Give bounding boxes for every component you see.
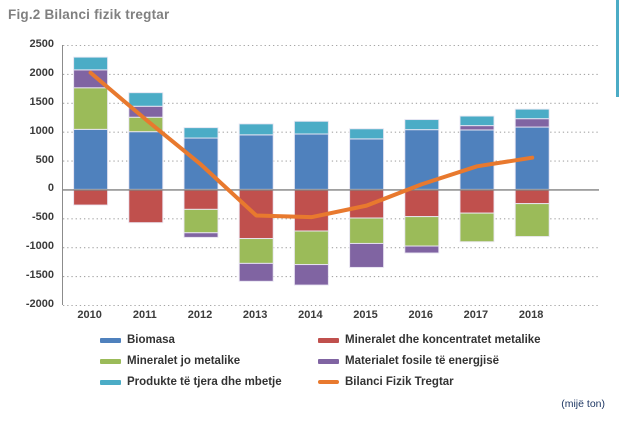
legend-item: Materialet fosile të energjisë	[318, 354, 541, 368]
bar-segment	[349, 128, 385, 140]
x-tick-label: 2013	[242, 309, 268, 321]
x-tick-label: 2012	[187, 309, 213, 321]
x-tick-label: 2010	[77, 309, 102, 321]
legend-item: Biomasa	[100, 333, 318, 347]
legend-label: Materialet fosile të energjisë	[345, 355, 500, 367]
y-tick-label: 0	[47, 182, 54, 195]
unit-note: (mijë ton)	[561, 398, 605, 410]
bar-segment	[73, 188, 109, 206]
bar-segment	[183, 232, 219, 238]
legend-label: Bilanci Fizik Tregtar	[345, 376, 454, 388]
bar-segment	[514, 108, 550, 120]
bar-segment	[514, 203, 550, 238]
x-tick-label: 2015	[353, 309, 378, 321]
x-tick-label: 2017	[463, 309, 489, 321]
y-tick-label: 500	[35, 153, 54, 166]
bar-segment	[73, 56, 109, 71]
legend-swatch	[318, 380, 339, 384]
bar-segment	[293, 230, 329, 266]
legend-label: Mineralet jo metalike	[127, 355, 241, 367]
y-tick-label: -1500	[25, 269, 54, 282]
legend-swatch	[100, 337, 121, 343]
bar-segment	[459, 125, 495, 131]
legend-swatch	[100, 358, 121, 364]
bar-segment	[128, 188, 164, 224]
bar-segment	[128, 131, 164, 190]
bar-segment	[238, 134, 274, 190]
bar-segment	[238, 262, 274, 282]
y-tick-label: -1000	[25, 240, 54, 253]
bar-segment	[293, 264, 329, 286]
legend-label: Biomasa	[127, 334, 175, 346]
x-tick-label: 2011	[132, 309, 157, 321]
legend-label: Produkte të tjera dhe mbetje	[127, 376, 282, 388]
x-tick-label: 2018	[518, 309, 544, 321]
trend-line	[88, 70, 535, 220]
y-tick-label: 1500	[29, 95, 54, 108]
bar-segment	[128, 92, 164, 107]
bar-segment	[73, 87, 109, 130]
bar-segment	[183, 127, 219, 139]
bar-segment	[459, 115, 495, 127]
bar-segment	[183, 208, 219, 234]
x-axis: 2010 2011 2012 2013 2014 2015 2016 2017 2018	[62, 309, 559, 325]
bar-segment	[404, 119, 440, 131]
bar-segment	[238, 238, 274, 264]
bar-segment	[404, 245, 440, 254]
bar-segment	[459, 129, 495, 190]
y-tick-label: 2000	[29, 66, 54, 79]
bar-segment	[349, 242, 385, 268]
bar-segment	[514, 118, 550, 128]
bar-segment	[293, 120, 329, 135]
legend-label: Mineralet dhe koncentratet metalike	[345, 334, 541, 346]
bar-segment	[349, 217, 385, 244]
bar-segment	[73, 128, 109, 190]
bar-segment	[293, 188, 329, 232]
bar-segment	[293, 133, 329, 190]
legend: Biomasa Mineralet dhe koncentratet metali…	[100, 333, 541, 389]
chart-plot-svg	[63, 44, 599, 307]
legend-item: Mineralet dhe koncentratet metalike	[318, 333, 541, 347]
plot-area	[62, 44, 599, 307]
bar-segment	[238, 123, 274, 136]
bar-segment	[404, 188, 440, 218]
legend-item: Produkte të tjera dhe mbetje	[100, 375, 318, 389]
y-tick-label: -2000	[25, 298, 54, 310]
legend-swatch	[318, 358, 339, 364]
legend-swatch	[100, 379, 121, 385]
bar-segment	[459, 188, 495, 214]
legend-swatch	[318, 337, 339, 343]
bar-segment	[459, 212, 495, 243]
figure-title: Fig.2 Bilanci fizik tregtar	[8, 7, 170, 22]
bar-segment	[349, 138, 385, 190]
x-tick-label: 2014	[298, 309, 323, 321]
bar-segment	[514, 188, 550, 205]
y-tick-label: 1000	[29, 124, 54, 137]
page-edge-accent	[616, 0, 619, 97]
x-tick-label: 2016	[408, 309, 433, 321]
y-tick-label: -500	[31, 211, 54, 224]
y-tick-label: 2500	[29, 38, 54, 50]
bar-segment	[183, 188, 219, 210]
legend-item: Bilanci Fizik Tregtar	[318, 375, 541, 389]
bar-segment	[404, 216, 440, 247]
legend-item: Mineralet jo metalike	[100, 354, 318, 368]
y-axis: 2500 2000 1500 1000 500 0 -500 -1000 -1500 -2000	[0, 0, 56, 330]
